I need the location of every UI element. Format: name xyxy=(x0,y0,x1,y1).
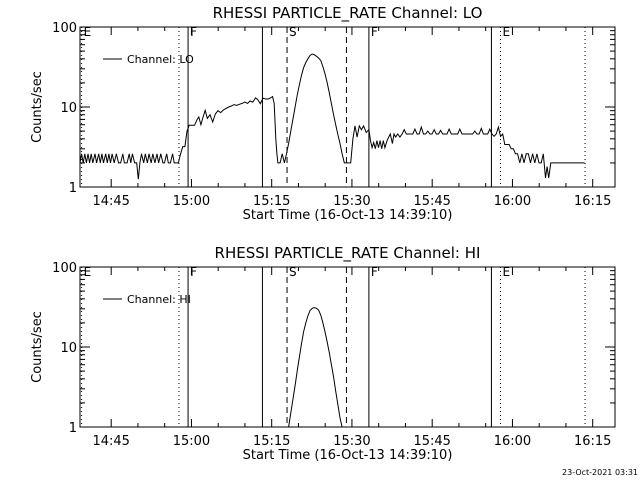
x-tick-label: 16:00 xyxy=(494,434,531,449)
y-tick-label: 10 xyxy=(60,341,77,356)
legend-label: Channel: HI xyxy=(127,293,191,306)
marker-flag: S xyxy=(289,25,297,39)
x-tick-label: 15:15 xyxy=(253,194,290,209)
marker-flag: E xyxy=(84,25,92,39)
x-tick-label: 16:00 xyxy=(494,194,531,209)
x-tick-label: 16:15 xyxy=(574,194,611,209)
x-tick-label: 15:45 xyxy=(413,434,450,449)
chart-panel-1: RHESSI PARTICLE_RATE Channel: LO 14:45 15:… xyxy=(30,4,616,223)
y-tick-label: 1 xyxy=(69,421,77,436)
marker-flag: S xyxy=(289,265,297,279)
y-tick-label: 100 xyxy=(52,261,77,276)
x-tick-label: 15:15 xyxy=(253,434,290,449)
marker-flag: F xyxy=(190,25,197,39)
marker-flag: E xyxy=(84,265,92,279)
x-tick-label: 15:30 xyxy=(333,194,370,209)
marker-flag: F xyxy=(190,265,197,279)
x-tick-label: 15:00 xyxy=(173,434,210,449)
y-axis-label: Counts/sec xyxy=(30,311,45,383)
chart-title: RHESSI PARTICLE_RATE Channel: LO xyxy=(213,4,483,23)
x-tick-label: 16:15 xyxy=(574,434,611,449)
y-axis-label: Counts/sec xyxy=(30,71,45,143)
x-axis-label: Start Time (16-Oct-13 14:39:10) xyxy=(243,208,453,223)
y-tick-label: 1 xyxy=(69,181,77,196)
y-tick-label: 10 xyxy=(60,101,77,116)
timestamp-stamp: 23-Oct-2021 03:31 xyxy=(562,468,638,477)
x-tick-label: 15:00 xyxy=(173,194,210,209)
x-tick-label: 15:30 xyxy=(333,434,370,449)
marker-flag: F xyxy=(371,25,378,39)
plot-frame xyxy=(79,266,616,428)
marker-flag: E xyxy=(503,25,511,39)
y-tick-label: 100 xyxy=(52,21,77,36)
x-tick-label: 14:45 xyxy=(92,194,129,209)
x-tick-label: 14:45 xyxy=(92,434,129,449)
marker-flag: F xyxy=(371,265,378,279)
chart-panel-2: RHESSI PARTICLE_RATE Channel: HI 14:45 15:… xyxy=(30,244,616,463)
series-line xyxy=(79,53,585,180)
x-tick-label: 15:45 xyxy=(413,194,450,209)
chart-title: RHESSI PARTICLE_RATE Channel: HI xyxy=(215,244,481,263)
marker-flag: E xyxy=(503,265,511,279)
series-line xyxy=(288,307,343,428)
legend-label: Channel: LO xyxy=(127,53,194,66)
x-axis-label: Start Time (16-Oct-13 14:39:10) xyxy=(243,448,453,463)
